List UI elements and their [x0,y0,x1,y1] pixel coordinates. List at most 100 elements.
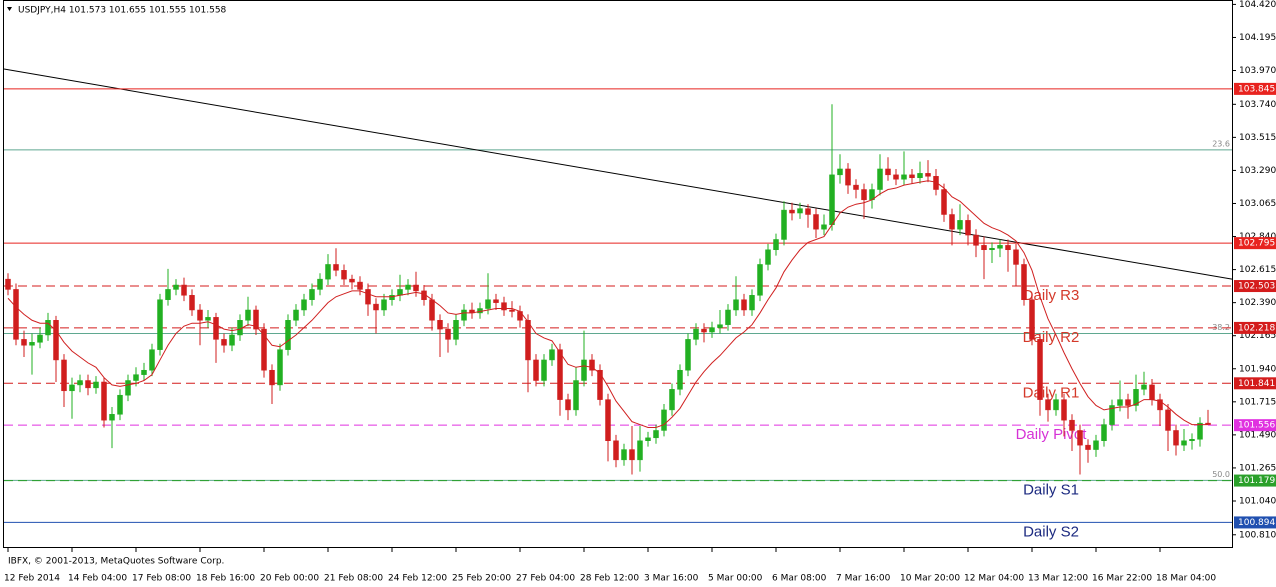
candle-body [813,214,819,230]
y-tick-label: 103.970 [1239,66,1276,76]
candle-body [381,299,387,311]
candle-body [1157,399,1163,411]
candle-body [325,264,331,280]
y-tick-label: 101.490 [1239,430,1276,440]
x-tick-label: 12 Feb 2014 [4,574,60,584]
candle-body [77,380,83,386]
candle-body [205,317,211,321]
x-tick-label: 21 Feb 08:00 [324,574,383,584]
candle-body [269,369,275,386]
fib-label: 23.6 [1212,139,1230,148]
candle-body [293,309,299,321]
level-name: Daily Pivot [1016,426,1088,443]
candle-body [485,299,491,309]
candle-body [93,381,99,389]
x-tick-label: 14 Feb 04:00 [68,574,127,584]
x-tick-label: 18 Feb 16:00 [196,574,255,584]
candle-body [101,381,107,421]
candle-body [341,270,347,280]
candle-body [61,359,67,392]
candle-body [357,281,363,290]
y-tick-label: 101.040 [1239,496,1276,506]
candle-body [661,409,667,431]
candle-body [21,339,27,346]
candle-body [997,245,1003,249]
candle-body [829,174,835,226]
candle-body [509,309,515,312]
candle-body [5,278,11,290]
level-name: Daily R3 [1023,287,1080,304]
candle-body [245,309,251,321]
candle-body [757,264,763,296]
x-tick-label: 20 Feb 00:00 [260,574,319,584]
x-tick-label: 7 Mar 16:00 [836,574,891,584]
candle-body [621,449,627,461]
candle-body [725,309,731,325]
candle-body [1101,424,1107,442]
candle-body [557,349,563,400]
candle-body [573,380,579,411]
level-price-box [1234,377,1276,390]
candle-body [1117,399,1123,406]
x-tick-label: 13 Mar 12:00 [1028,574,1088,584]
candle-body [789,209,795,214]
candle-body [221,339,227,346]
candle-body [349,278,355,283]
level-price-label: 102.795 [1238,239,1275,249]
y-tick-label: 104.195 [1239,33,1276,43]
candle-body [301,299,307,311]
candle-body [501,302,507,311]
candle-body [1077,430,1083,446]
x-tick-label: 5 Mar 00:00 [708,574,763,584]
level-price-box [1234,82,1276,95]
candle-body [973,234,979,246]
candle-body [389,295,395,300]
candle-body [925,173,931,177]
candle-body [1141,384,1147,390]
candle-body [109,414,115,421]
fib-label: 38.2 [1212,323,1230,332]
candle-body [405,284,411,290]
fib-label: 50.0 [1212,470,1230,479]
x-tick-label: 17 Feb 08:00 [132,574,191,584]
candle-body [229,334,235,346]
candle-body [1133,389,1139,406]
candle-body [1029,299,1035,340]
y-tick-label: 103.290 [1239,166,1276,176]
symbol-marker [7,7,12,11]
candle-body [261,328,267,371]
candle-body [669,389,675,411]
candle-body [1069,419,1075,431]
candle-body [397,289,403,296]
candle-body [517,311,523,321]
y-tick-label: 102.840 [1239,232,1276,242]
candle-body [901,174,907,180]
candle-body [333,264,339,271]
candle-body [157,299,163,350]
candle-body [749,295,755,311]
candle-body [965,220,971,236]
level-price-box [1234,321,1276,334]
level-price-box [1234,280,1276,293]
y-tick-label: 102.165 [1239,331,1276,341]
candle-body [277,349,283,386]
candle-body [1085,444,1091,450]
candle-body [1093,440,1099,450]
x-tick-label: 16 Mar 22:00 [1092,574,1152,584]
level-price-label: 100.894 [1238,518,1275,528]
y-tick-label: 103.065 [1239,199,1276,209]
candle-body [1021,264,1027,300]
level-price-label: 101.556 [1238,421,1275,431]
candle-body [445,328,451,340]
candle-body [197,309,203,321]
candle-body [133,374,139,381]
candle-body [1045,399,1051,411]
level-price-box [1234,419,1276,432]
candle-body [861,189,867,201]
candle-body [765,249,771,265]
candle-body [565,399,571,411]
candle-body [733,299,739,311]
level-price-label: 102.218 [1238,323,1275,333]
candle-body [373,303,379,311]
